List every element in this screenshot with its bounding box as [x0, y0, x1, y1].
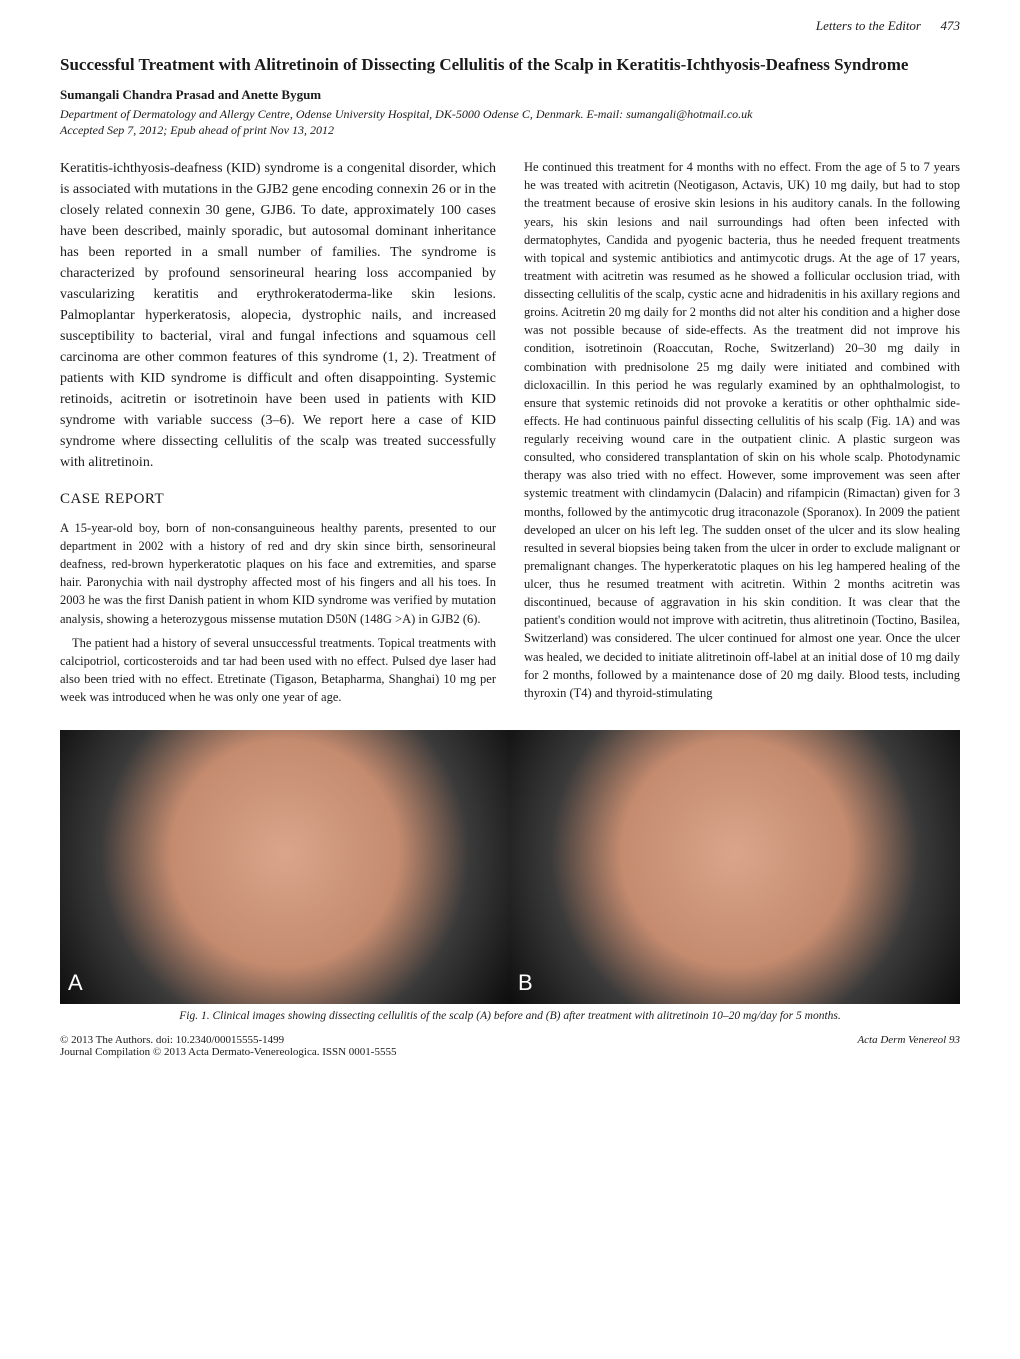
figure-label-a: A [68, 970, 83, 996]
affiliation: Department of Dermatology and Allergy Ce… [60, 107, 960, 138]
footer-right: Acta Derm Venereol 93 [857, 1034, 960, 1058]
right-column-paragraph: He continued this treatment for 4 months… [524, 158, 960, 702]
footer-left: © 2013 The Authors. doi: 10.2340/0001555… [60, 1034, 396, 1058]
figure-caption: Fig. 1. Clinical images showing dissecti… [60, 1010, 960, 1022]
running-head: Letters to the Editor 473 [60, 18, 960, 34]
affiliation-line-1: Department of Dermatology and Allergy Ce… [60, 107, 960, 123]
page-number: 473 [941, 18, 961, 33]
copyright-line-2: Journal Compilation © 2013 Acta Dermato-… [60, 1046, 396, 1058]
case-paragraph-2: The patient had a history of several uns… [60, 634, 496, 707]
figure-panel-b: B [510, 730, 960, 1004]
figure-label-b: B [518, 970, 533, 996]
left-column: Keratitis-ichthyosis-deafness (KID) synd… [60, 158, 496, 712]
running-head-text: Letters to the Editor [816, 18, 921, 33]
intro-paragraph: Keratitis-ichthyosis-deafness (KID) synd… [60, 158, 496, 473]
page-footer: © 2013 The Authors. doi: 10.2340/0001555… [60, 1034, 960, 1058]
two-column-body: Keratitis-ichthyosis-deafness (KID) synd… [60, 158, 960, 712]
article-title: Successful Treatment with Alitretinoin o… [60, 54, 960, 77]
authors: Sumangali Chandra Prasad and Anette Bygu… [60, 87, 960, 103]
case-paragraph-1: A 15-year-old boy, born of non-consangui… [60, 519, 496, 628]
figure-panel-a: A [60, 730, 510, 1004]
case-report-header: CASE REPORT [60, 489, 496, 511]
copyright-line-1: © 2013 The Authors. doi: 10.2340/0001555… [60, 1034, 396, 1046]
right-column: He continued this treatment for 4 months… [524, 158, 960, 712]
figure-1: A B [60, 730, 960, 1004]
affiliation-line-2: Accepted Sep 7, 2012; Epub ahead of prin… [60, 123, 960, 139]
